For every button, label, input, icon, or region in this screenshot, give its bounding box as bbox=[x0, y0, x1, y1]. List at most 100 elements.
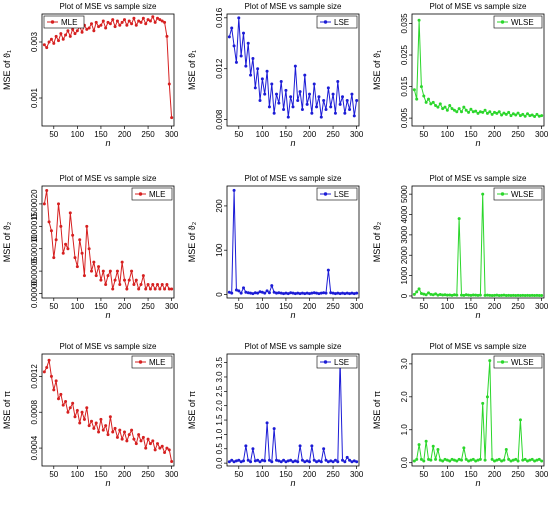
data-point bbox=[132, 283, 136, 287]
data-point bbox=[448, 459, 452, 463]
data-point bbox=[317, 459, 321, 463]
data-point bbox=[450, 293, 454, 297]
data-point bbox=[137, 19, 141, 23]
series-line-lse bbox=[228, 17, 358, 118]
data-point bbox=[92, 426, 96, 430]
data-point bbox=[530, 113, 534, 117]
legend-label: MLE bbox=[61, 18, 77, 27]
data-point bbox=[445, 458, 449, 462]
data-point bbox=[452, 108, 456, 112]
data-point bbox=[460, 110, 463, 114]
data-point bbox=[434, 103, 438, 107]
data-point bbox=[324, 458, 328, 462]
legend: MLE bbox=[131, 187, 173, 201]
data-point bbox=[310, 111, 314, 115]
data-point bbox=[85, 27, 89, 31]
data-point bbox=[476, 458, 480, 462]
data-point bbox=[338, 292, 342, 296]
data-point bbox=[87, 26, 91, 30]
data-point bbox=[108, 269, 112, 273]
data-point bbox=[471, 457, 475, 461]
data-point bbox=[101, 19, 105, 23]
data-point bbox=[464, 457, 468, 461]
data-point bbox=[104, 424, 108, 428]
data-point bbox=[497, 294, 501, 298]
data-point bbox=[118, 23, 122, 27]
data-point bbox=[341, 458, 344, 462]
x-tick-label: 300 bbox=[165, 130, 179, 139]
data-point bbox=[535, 293, 539, 297]
plot-frame bbox=[226, 185, 360, 299]
data-point bbox=[291, 291, 295, 295]
data-point bbox=[312, 458, 316, 462]
y-tick-label: 0.00015 bbox=[30, 211, 39, 240]
y-tick-label: 0.025 bbox=[400, 44, 409, 65]
data-point bbox=[516, 111, 520, 115]
data-point bbox=[104, 26, 108, 30]
data-point bbox=[460, 293, 463, 297]
y-tick-label: 1.0 bbox=[215, 428, 224, 440]
data-point bbox=[523, 294, 527, 298]
legend-marker bbox=[138, 192, 143, 196]
data-point bbox=[315, 105, 319, 109]
data-point bbox=[431, 293, 435, 297]
y-axis-label: MSE of ϑ₂ bbox=[187, 221, 197, 262]
data-point bbox=[151, 15, 155, 19]
data-point bbox=[509, 294, 513, 298]
data-point bbox=[260, 290, 264, 294]
data-point bbox=[270, 284, 274, 288]
plot-frame bbox=[226, 13, 360, 127]
legend: WLSE bbox=[493, 187, 543, 201]
x-tick-label: 100 bbox=[71, 302, 85, 311]
data-point bbox=[270, 82, 274, 86]
plot-frame bbox=[226, 353, 360, 467]
data-point bbox=[516, 459, 520, 463]
data-point bbox=[488, 293, 492, 297]
data-point bbox=[66, 247, 70, 251]
data-point bbox=[111, 18, 115, 22]
data-point bbox=[113, 278, 117, 282]
x-tick-label: 250 bbox=[326, 302, 340, 311]
data-point bbox=[419, 457, 423, 461]
legend: LSE bbox=[316, 187, 358, 201]
y-tick-label: 0.0004 bbox=[30, 435, 39, 460]
data-point bbox=[87, 247, 91, 251]
data-point bbox=[130, 22, 134, 26]
data-point bbox=[293, 292, 297, 296]
data-point bbox=[336, 460, 340, 464]
data-point bbox=[483, 293, 487, 297]
data-point bbox=[232, 460, 236, 464]
data-point bbox=[108, 22, 112, 26]
x-tick-label: 200 bbox=[118, 302, 132, 311]
data-point bbox=[441, 293, 445, 297]
data-point bbox=[497, 110, 501, 114]
data-point bbox=[258, 290, 262, 294]
data-point bbox=[481, 192, 485, 196]
x-tick-label: 100 bbox=[71, 470, 85, 479]
x-tick-label: 150 bbox=[94, 130, 108, 139]
data-point bbox=[530, 457, 534, 461]
data-point bbox=[146, 18, 150, 22]
data-point bbox=[476, 293, 480, 297]
y-axis-label: MSE of ϑ₁ bbox=[372, 50, 382, 90]
data-point bbox=[471, 293, 475, 297]
data-point bbox=[289, 291, 293, 295]
data-point bbox=[148, 19, 152, 23]
data-point bbox=[317, 292, 321, 296]
data-point bbox=[493, 459, 496, 463]
data-point bbox=[239, 54, 243, 58]
legend-box bbox=[131, 187, 173, 201]
data-point bbox=[493, 293, 496, 297]
data-point bbox=[526, 293, 529, 297]
data-point bbox=[246, 291, 250, 295]
chart-panel-5: Plot of MSE vs sample size 50 100 150 200 250… bbox=[187, 174, 364, 320]
data-point bbox=[286, 292, 290, 296]
data-point bbox=[464, 108, 468, 112]
data-point bbox=[61, 251, 65, 255]
data-point bbox=[474, 109, 478, 113]
data-point bbox=[352, 459, 356, 463]
data-point bbox=[158, 287, 162, 291]
x-tick-label: 50 bbox=[234, 470, 243, 479]
data-point bbox=[57, 397, 60, 401]
chart-panel-6: Plot of MSE vs sample size 50 100 150 200 250… bbox=[372, 174, 549, 320]
